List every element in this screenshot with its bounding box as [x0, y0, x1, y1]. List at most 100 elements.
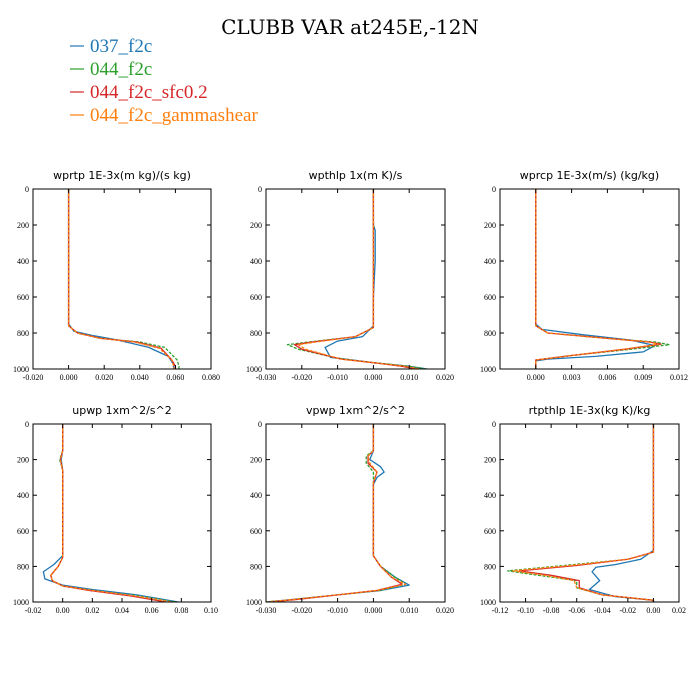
series-line [266, 424, 407, 602]
x-tick-label: -0.02 [25, 606, 42, 615]
plot-frame [499, 188, 680, 370]
x-tick-label: 0.02 [85, 606, 99, 615]
series-group [507, 424, 655, 602]
series-line [50, 424, 176, 602]
x-tick-label: 0.010 [400, 606, 418, 615]
x-tick-label: -0.020 [291, 373, 312, 382]
y-tick-label: 1000 [480, 598, 496, 607]
figure-title: CLUBB VAR at245E,-12N [221, 15, 479, 39]
panel-title: wpthlp 1x(m K)/s [309, 169, 403, 182]
legend-label: 044_f2c_gammashear [90, 105, 258, 126]
legend-item: 044_f2c [70, 59, 152, 80]
x-tick-label: 0.02 [672, 606, 686, 615]
y-tick-label: 400 [17, 257, 29, 266]
series-line [50, 424, 173, 602]
y-tick-label: 800 [250, 562, 262, 571]
plot-frame [265, 423, 446, 603]
y-tick-label: 400 [250, 491, 262, 500]
y-tick-label: 0 [258, 185, 262, 194]
y-tick-label: 1000 [13, 365, 29, 374]
y-tick-label: 1000 [480, 365, 496, 374]
x-tick-label: -0.030 [256, 606, 277, 615]
y-tick-label: 400 [17, 491, 29, 500]
y-tick-label: 0 [258, 420, 262, 429]
x-tick-label: -0.020 [23, 373, 44, 382]
x-tick-label: -0.02 [620, 606, 637, 615]
x-tick-label: 0.000 [60, 373, 78, 382]
y-tick-label: 400 [250, 257, 262, 266]
chart-panel: wpthlp 1x(m K)/s -0.030 -0.020 -0.010 0.000 0… [246, 169, 454, 382]
series-line [266, 424, 410, 602]
chart-panel: wprcp 1E-3x(m/s) (kg/kg) 0.000 0.003 0.006 0… [480, 169, 688, 382]
plot-frame [265, 188, 446, 370]
x-tick-label: 0.012 [670, 373, 688, 382]
panel-title: vpwp 1xm^2/s^2 [306, 404, 405, 417]
x-tick-label: -0.04 [594, 606, 611, 615]
series-line [588, 424, 655, 602]
panel-title: wprtp 1E-3x(m kg)/(s kg) [53, 169, 191, 182]
x-tick-label: 0.06 [145, 606, 159, 615]
y-tick-label: 800 [17, 562, 29, 571]
chart-panel: wprtp 1E-3x(m kg)/(s kg) -0.020 0.000 0.020… [13, 169, 220, 382]
series-line [50, 424, 167, 602]
y-tick-label: 1000 [246, 365, 262, 374]
x-tick-label: -0.10 [517, 606, 534, 615]
legend: 037_f2c044_f2c044_f2c_sfc0.2044_f2c_gamm… [70, 36, 258, 126]
series-line [512, 424, 655, 602]
y-tick-label: 0 [25, 185, 29, 194]
series-line [67, 189, 177, 369]
series-line [324, 189, 428, 369]
series-group [535, 189, 671, 369]
y-tick-label: 800 [17, 329, 29, 338]
chart-panel: rtpthlp 1E-3x(kg K)/kg -0.12 -0.10 -0.08 -0.… [480, 404, 686, 615]
x-tick-label: 0.10 [204, 606, 218, 615]
plot-frame [32, 423, 212, 603]
y-tick-label: 600 [484, 527, 496, 536]
x-tick-label: 0.020 [95, 373, 113, 382]
panels: wprtp 1E-3x(m kg)/(s kg)-0.020 0.000 0.020… [13, 169, 688, 615]
x-tick-label: 0.08 [174, 606, 188, 615]
series-line [67, 189, 175, 369]
x-tick-label: -0.08 [543, 606, 560, 615]
series-line [535, 189, 656, 369]
panel-title: wprcp 1E-3x(m/s) (kg/kg) [520, 169, 659, 182]
series-line [67, 189, 175, 369]
x-tick-label: 0.080 [202, 373, 220, 382]
x-tick-label: -0.12 [492, 606, 509, 615]
y-tick-label: 200 [484, 456, 496, 465]
chart-panel: vpwp 1xm^2/s^2 -0.030 -0.020 -0.010 0.000 0.0… [246, 404, 454, 615]
x-tick-label: 0.04 [115, 606, 129, 615]
series-group [42, 424, 179, 602]
y-tick-label: 200 [250, 221, 262, 230]
plot-frame [32, 188, 212, 370]
y-tick-label: 1000 [246, 598, 262, 607]
series-line [266, 424, 407, 602]
x-tick-label: 0.003 [563, 373, 581, 382]
x-tick-label: 0.000 [527, 373, 545, 382]
x-tick-label: -0.010 [327, 606, 348, 615]
x-tick-label: 0.020 [436, 606, 454, 615]
y-tick-label: 800 [484, 562, 496, 571]
y-tick-label: 0 [492, 420, 496, 429]
series-group [67, 189, 180, 369]
panel-title: rtpthlp 1E-3x(kg K)/kg [529, 404, 651, 417]
x-tick-label: -0.020 [291, 606, 312, 615]
y-tick-label: 1000 [13, 598, 29, 607]
x-tick-label: 0.060 [166, 373, 184, 382]
y-tick-label: 800 [250, 329, 262, 338]
legend-label: 044_f2c_sfc0.2 [90, 82, 208, 103]
legend-label: 037_f2c [90, 36, 152, 57]
x-tick-label: 0.000 [364, 373, 382, 382]
x-tick-label: -0.010 [327, 373, 348, 382]
y-tick-label: 600 [250, 527, 262, 536]
y-tick-label: 0 [25, 420, 29, 429]
x-tick-label: 0.000 [364, 606, 382, 615]
series-line [535, 189, 660, 369]
series-group [266, 424, 410, 602]
y-tick-label: 600 [17, 527, 29, 536]
y-tick-label: 200 [250, 456, 262, 465]
chart-panel: upwp 1xm^2/s^2 -0.02 0.00 0.02 0.04 0.06 0.08 0… [13, 404, 218, 615]
legend-item: 044_f2c_sfc0.2 [70, 82, 208, 103]
y-tick-label: 600 [250, 293, 262, 302]
legend-item: 044_f2c_gammashear [70, 105, 258, 126]
